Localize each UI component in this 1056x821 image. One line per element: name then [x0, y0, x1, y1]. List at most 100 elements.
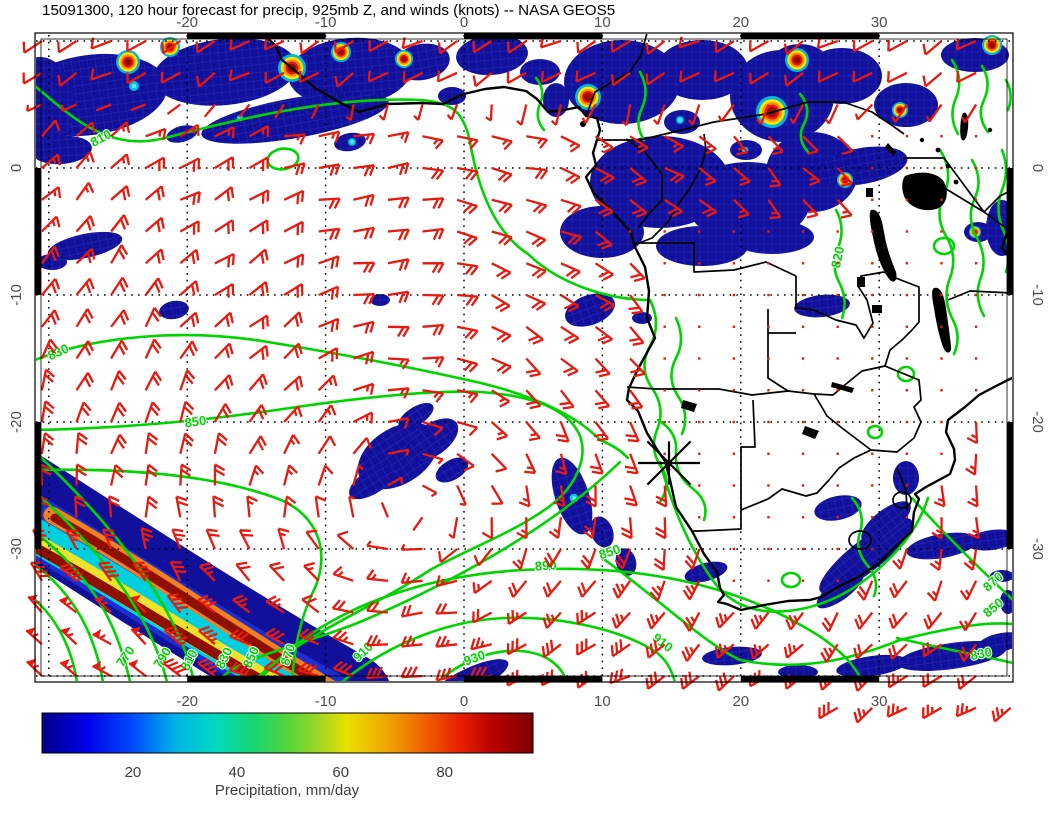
map-frame — [34, 32, 1014, 683]
wind-barb — [540, 70, 562, 84]
wind-barb — [437, 40, 458, 55]
calm-land-dot — [698, 420, 701, 424]
calm-land-dot — [871, 452, 874, 455]
wind-barb — [485, 104, 493, 122]
calm-land-dot — [801, 547, 805, 551]
wind-barb — [214, 283, 235, 298]
lat-tick-label-right: -20 — [1029, 411, 1046, 433]
wind-barb — [785, 611, 805, 631]
wind-barb — [130, 626, 147, 646]
lon-tick-label-bottom: 20 — [732, 693, 749, 710]
wind-barb — [229, 628, 250, 646]
wind-barb — [303, 561, 320, 582]
wind-barb — [629, 167, 648, 187]
wind-barb — [714, 40, 735, 54]
calm-land-dot — [871, 166, 874, 170]
calm-land-dot — [871, 547, 874, 551]
wind-barb — [581, 103, 597, 124]
wind-barb — [853, 643, 874, 660]
calm-land-dot — [940, 135, 943, 138]
wind-barb — [577, 580, 597, 598]
wind-barb — [378, 104, 390, 121]
wind-barb — [931, 517, 943, 540]
calm-land-dot — [871, 516, 874, 519]
wind-barb — [282, 495, 297, 518]
wind-barb — [228, 661, 250, 678]
wind-barb — [715, 611, 735, 629]
wind-barb — [612, 580, 632, 599]
wind-barb — [506, 40, 527, 54]
wind-barb — [422, 323, 445, 336]
wind-barb — [140, 527, 154, 550]
wind-barb — [318, 317, 340, 332]
wind-barb — [203, 103, 216, 118]
wind-barb — [422, 262, 445, 274]
precip-blob — [819, 518, 913, 594]
contour-830-east — [895, 636, 1012, 665]
wind-barb — [524, 453, 537, 474]
wind-barb — [160, 71, 181, 84]
wind-barb — [318, 163, 341, 176]
wind-barb — [197, 658, 218, 677]
wind-barb — [317, 404, 337, 423]
wind-barb — [41, 186, 62, 201]
wind-barb — [541, 639, 562, 659]
wind-barb — [298, 628, 320, 646]
wind-barb — [594, 198, 614, 218]
wind-barb — [348, 495, 356, 518]
wind-barb — [422, 227, 445, 241]
wind-barb — [506, 71, 527, 85]
calm-land-dot — [767, 547, 770, 551]
wind-barb — [678, 36, 700, 49]
wind-barb — [491, 230, 513, 246]
wind-barb — [75, 215, 95, 233]
wind-barb — [387, 476, 403, 487]
calm-land-dot — [767, 293, 770, 297]
wind-barb — [175, 495, 189, 518]
calm-land-dot — [905, 516, 909, 519]
wind-barb — [542, 580, 562, 598]
wind-barb — [966, 421, 979, 445]
calm-land-dot — [663, 293, 666, 297]
wind-barb — [512, 548, 528, 571]
calm-land-dot — [836, 230, 839, 233]
wind-barb — [698, 198, 718, 218]
wind-barb — [629, 198, 648, 218]
calm-land-dot — [767, 516, 770, 519]
lat-tick-label-left: -10 — [8, 284, 25, 306]
wind-barb — [198, 561, 216, 582]
lat-tick-label-left: -30 — [8, 538, 25, 560]
wind-barb — [820, 643, 839, 663]
wind-barb — [110, 153, 131, 169]
wind-barb — [654, 517, 667, 540]
wind-barb — [525, 198, 548, 215]
wind-barb — [310, 103, 320, 120]
contour-830-wrap — [217, 460, 622, 681]
wind-barb — [179, 400, 195, 423]
calm-land-dot — [871, 230, 874, 233]
wind-barb — [402, 71, 424, 84]
contour-label: 850 — [184, 413, 208, 431]
calm-land-dot — [871, 198, 874, 201]
wind-barb — [144, 370, 163, 391]
calm-land-dot — [905, 357, 909, 360]
wind-barb — [824, 104, 839, 125]
wind-barb — [365, 634, 388, 647]
calm-land-dot — [663, 262, 666, 265]
calm-land-dot — [905, 166, 909, 170]
wind-barb — [353, 193, 375, 208]
wind-barb — [40, 245, 60, 264]
wind-barb — [446, 104, 459, 121]
wind-barb — [248, 189, 270, 204]
calm-land-dot — [905, 325, 909, 328]
wind-barb — [767, 199, 782, 220]
wind-barb — [299, 40, 320, 55]
wind-barb — [179, 340, 198, 360]
wind-barb — [265, 595, 285, 614]
wind-barb — [214, 342, 234, 360]
wind-barb — [60, 626, 78, 646]
precip-blob — [978, 632, 1012, 652]
precip-blob — [560, 206, 644, 258]
wind-barb — [214, 252, 235, 268]
